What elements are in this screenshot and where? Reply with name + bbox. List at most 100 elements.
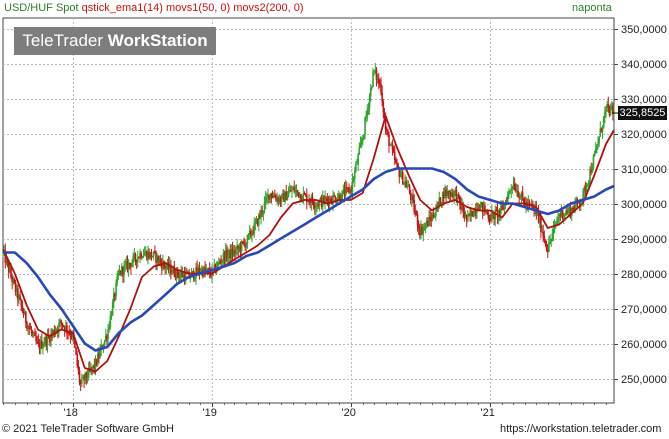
up-bar-body: [389, 145, 391, 147]
up-bar-body: [247, 233, 250, 236]
down-bar-body: [252, 233, 254, 235]
up-bar-body: [12, 278, 15, 283]
up-bar-body: [597, 143, 599, 147]
up-bar-body: [149, 251, 152, 258]
down-bar-body: [74, 339, 76, 348]
up-bar-body: [609, 106, 612, 115]
down-bar-body: [443, 192, 445, 199]
up-bar-body: [92, 364, 95, 369]
up-bar-body: [206, 268, 209, 271]
up-bar-body: [266, 196, 268, 198]
down-bar-body: [134, 254, 137, 260]
down-bar-body: [413, 199, 415, 212]
down-bar-body: [277, 197, 280, 202]
down-bar-body: [178, 275, 180, 278]
up-bar-body: [435, 211, 437, 217]
down-bar-body: [501, 205, 503, 208]
up-bar-body: [562, 215, 565, 219]
up-bar-body: [574, 204, 576, 211]
down-bar-body: [417, 225, 420, 229]
down-bar-body: [584, 187, 587, 192]
down-bar-body: [412, 195, 414, 200]
down-bar-body: [408, 185, 411, 193]
down-bar-body: [304, 194, 307, 196]
down-bar-body: [439, 197, 442, 205]
down-bar-body: [93, 364, 96, 369]
down-bar-body: [62, 325, 65, 327]
down-bar-body: [259, 215, 261, 218]
up-bar-body: [560, 210, 563, 216]
down-bar-body: [69, 333, 72, 337]
up-bar-body: [5, 258, 8, 263]
down-bar-body: [270, 193, 273, 198]
up-bar-body: [494, 209, 497, 220]
up-bar-body: [423, 225, 426, 229]
up-bar-body: [96, 353, 99, 365]
up-bar-body: [230, 249, 233, 259]
up-bar-body: [580, 202, 582, 205]
up-bar-body: [65, 325, 67, 331]
up-bar-body: [115, 282, 117, 297]
down-bar-body: [600, 128, 603, 132]
up-bar-body: [570, 207, 573, 217]
down-bar-body: [275, 197, 277, 201]
up-bar-body: [552, 227, 555, 234]
down-bar-body: [522, 197, 525, 203]
down-bar-body: [138, 257, 140, 259]
down-bar-body: [543, 236, 546, 240]
down-bar-body: [489, 220, 492, 222]
up-bar-body: [221, 260, 224, 263]
up-bar-body: [224, 249, 227, 262]
up-bar-body: [511, 187, 514, 189]
up-bar-body: [111, 302, 114, 316]
up-bar-body: [218, 261, 220, 263]
down-bar-body: [312, 202, 315, 207]
up-bar-body: [246, 235, 249, 244]
down-bar-body: [343, 189, 346, 197]
down-bar-body: [207, 268, 210, 270]
up-bar-body: [251, 233, 253, 236]
down-bar-body: [135, 259, 138, 263]
up-bar-body: [141, 257, 144, 259]
up-bar-body: [175, 268, 178, 279]
up-bar-body: [399, 175, 402, 178]
up-bar-body: [228, 249, 230, 255]
down-bar-body: [347, 187, 349, 189]
down-bar-body: [447, 190, 450, 195]
down-bar-body: [475, 208, 477, 213]
down-bar-body: [170, 264, 172, 274]
down-bar-body: [63, 326, 66, 331]
up-bar-body: [200, 268, 203, 273]
down-bar-body: [204, 267, 206, 271]
up-bar-body: [171, 272, 173, 274]
up-bar-body: [58, 323, 60, 331]
up-bar-body: [538, 217, 541, 223]
up-bar-body: [438, 197, 441, 205]
up-bar-body: [269, 193, 272, 200]
y-tick-label: 270,0000: [621, 303, 667, 316]
up-bar-body: [44, 337, 47, 344]
down-bar-body: [573, 209, 575, 211]
x-tick-label: '21: [480, 407, 495, 419]
down-bar-body: [388, 134, 390, 146]
workstation-link[interactable]: https://workstation.teletrader.com: [500, 423, 662, 435]
down-bar-body: [279, 197, 282, 203]
up-bar-body: [472, 216, 475, 218]
chart-period[interactable]: naponta: [572, 2, 612, 14]
up-bar-body: [565, 210, 567, 215]
down-bar-body: [41, 340, 43, 349]
up-bar-body: [337, 194, 340, 199]
up-bar-body: [596, 146, 598, 149]
down-bar-body: [293, 187, 296, 193]
up-bar-body: [144, 251, 147, 254]
up-bar-body: [368, 96, 371, 108]
y-tick-label: 320,0000: [621, 128, 667, 141]
up-bar-body: [433, 216, 436, 218]
up-bar-body: [364, 117, 366, 135]
up-bar-body: [451, 193, 453, 197]
up-bar-body: [84, 372, 87, 381]
down-bar-body: [313, 206, 316, 208]
up-bar-body: [497, 210, 500, 218]
down-bar-body: [37, 341, 40, 344]
